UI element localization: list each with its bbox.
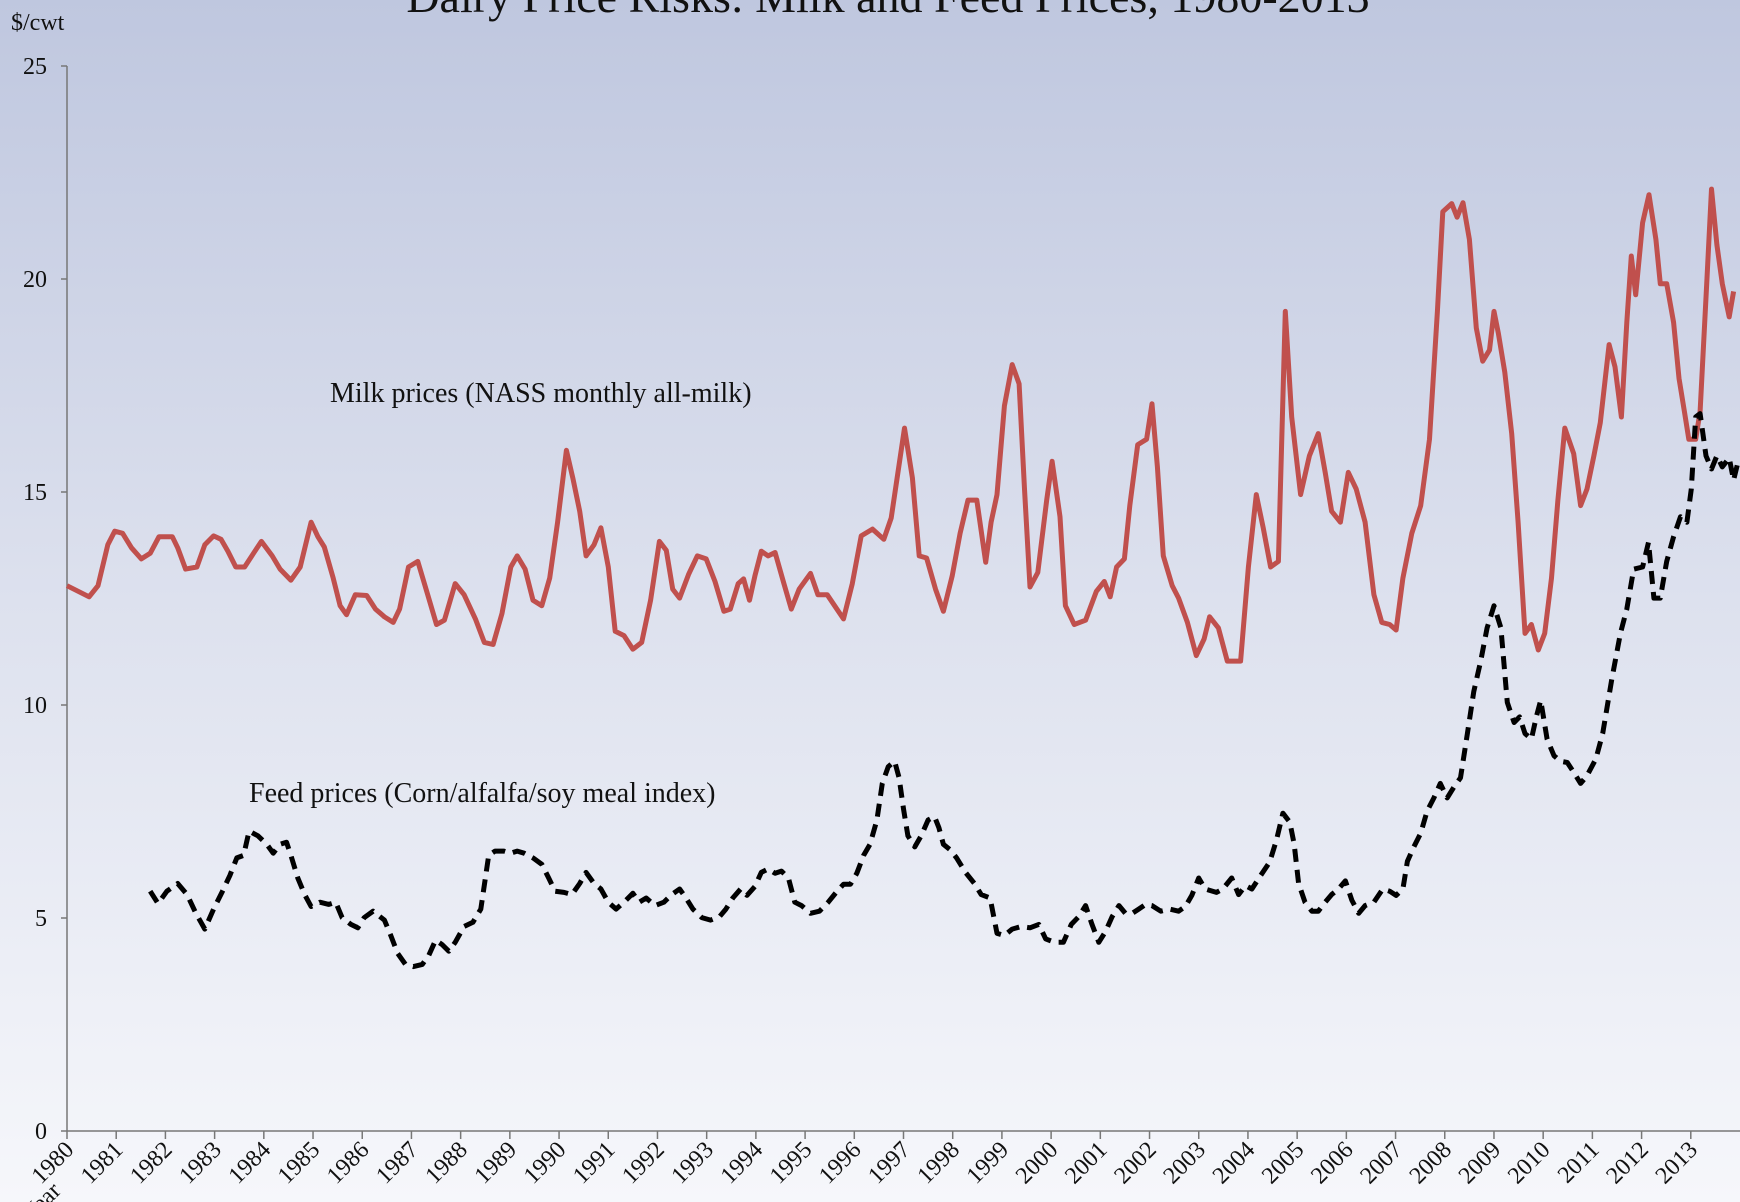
y-axis-unit: $/cwt: [11, 10, 65, 36]
series-label: Feed prices (Corn/alfalfa/soy meal index…: [249, 778, 716, 809]
series-label: Milk prices (NASS monthly all-milk): [330, 378, 752, 409]
series-line: [65, 186, 1737, 664]
y-tick-label: 15: [23, 480, 47, 506]
y-tick-label: 25: [23, 54, 47, 80]
series-line: [148, 411, 1740, 970]
y-tick-label: 0: [35, 1119, 47, 1145]
y-tick-label: 20: [23, 267, 47, 293]
chart-title: Dairy Price Risks: Milk and Feed Prices,…: [406, 0, 1369, 22]
y-tick-label: 5: [35, 906, 47, 932]
y-tick-label: 10: [23, 693, 47, 719]
